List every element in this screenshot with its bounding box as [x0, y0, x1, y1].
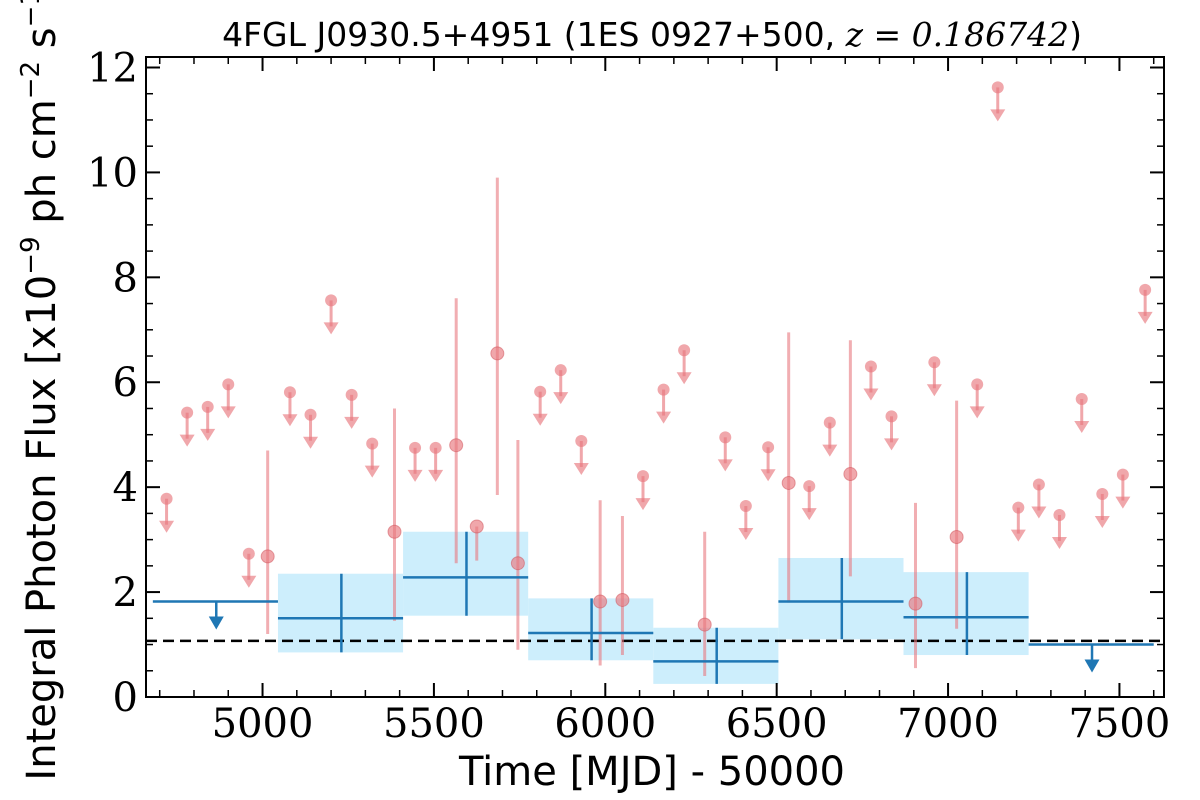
short-bin-upper-limit-arrow: [969, 406, 985, 419]
short-bin-point: [490, 346, 505, 361]
y-tick-label: 12: [87, 45, 138, 91]
short-bin-upper-limit-arrow: [863, 388, 879, 401]
short-bin-upper-limit-arrow: [656, 411, 672, 424]
short-bin-upper-limit-arrow: [884, 438, 900, 451]
chart-title: 4FGL J0930.5+4951 (1ES 0927+500, z = 0.1…: [222, 15, 1082, 54]
short-bin-upper-limit-arrow: [532, 413, 548, 426]
short-bin-upper-limit-arrow: [344, 416, 360, 429]
short-bin-upper-limit-arrow: [1094, 515, 1110, 528]
short-bin-point: [843, 467, 858, 482]
short-bin-upper-limit-arrow: [553, 392, 569, 405]
short-bin-upper-limit-arrow: [573, 463, 589, 475]
short-bin-upper-limit-point: [1012, 501, 1025, 514]
x-axis-title: Time [MJD] - 50000: [458, 749, 845, 795]
x-tick-label: 5500: [383, 701, 485, 747]
short-bin-upper-limit-arrow: [822, 444, 838, 457]
long-bin-upper-limit-arrow: [1084, 659, 1100, 673]
y-tick-label: 4: [113, 465, 138, 511]
y-axis-title: Integral Photon Flux [x10−9 ph cm−2 s−1]: [16, 0, 65, 781]
y-tick-label: 2: [113, 570, 138, 616]
short-bin-upper-limit-arrow: [1051, 536, 1067, 549]
short-bin-upper-limit-arrow: [159, 520, 175, 533]
short-bin-upper-limit-arrow: [801, 508, 817, 521]
short-bin-upper-limit-arrow: [738, 528, 754, 541]
short-bin-upper-limit-arrow: [676, 372, 692, 385]
short-bin-upper-limit-arrow: [282, 414, 298, 427]
short-bin-point: [615, 592, 630, 607]
short-bin-upper-limit-arrow: [407, 469, 423, 482]
short-bin-point: [593, 594, 608, 609]
short-bin-upper-limit-arrow: [717, 459, 733, 472]
short-bin-point: [510, 556, 525, 571]
x-tick-label: 6000: [554, 701, 656, 747]
x-tick-label: 5000: [212, 701, 314, 747]
short-bin-upper-limit-arrow: [1137, 311, 1153, 324]
short-bin-upper-limit-arrow: [1010, 529, 1026, 542]
short-bin-upper-limit-arrow: [926, 384, 942, 397]
short-bin-upper-limit-arrow: [303, 436, 319, 449]
short-bin-upper-limit-arrow: [323, 322, 339, 335]
short-bin-point: [469, 519, 484, 534]
short-bin-upper-limit-arrow: [428, 469, 444, 482]
short-bin-point: [949, 530, 964, 544]
short-bin-point: [387, 524, 402, 539]
x-tick-label: 7000: [897, 701, 999, 747]
short-bin-upper-limit-arrow: [1074, 421, 1090, 434]
x-tick-label: 6500: [726, 701, 828, 747]
short-bin-upper-limit-arrow: [364, 465, 380, 478]
long-bin-upper-limit-arrow: [208, 616, 224, 630]
short-bin-point: [908, 596, 923, 611]
y-tick-label: 8: [113, 255, 138, 301]
short-bin-upper-limit-arrow: [760, 469, 776, 482]
short-bin-point: [260, 549, 275, 564]
x-tick-label: 7500: [1069, 701, 1171, 747]
short-bin-point: [449, 438, 464, 453]
y-tick-label: 6: [113, 360, 138, 406]
short-bin-point: [697, 617, 712, 632]
short-bin-upper-limit-arrow: [990, 109, 1006, 122]
short-bin-upper-limit-arrow: [241, 575, 257, 588]
y-tick-label: 10: [87, 150, 138, 196]
short-bin-point: [781, 475, 796, 490]
short-bin-upper-limit-arrow: [179, 434, 195, 447]
short-bin-upper-limit-arrow: [1115, 496, 1131, 509]
short-bin-upper-limit-arrow: [1031, 506, 1047, 519]
short-bin-upper-limit-arrow: [220, 406, 236, 419]
short-bin-upper-limit-arrow: [635, 498, 651, 511]
y-tick-label: 0: [113, 675, 138, 721]
plot-frame: [145, 56, 1165, 698]
short-bin-upper-limit-arrow: [200, 428, 216, 441]
